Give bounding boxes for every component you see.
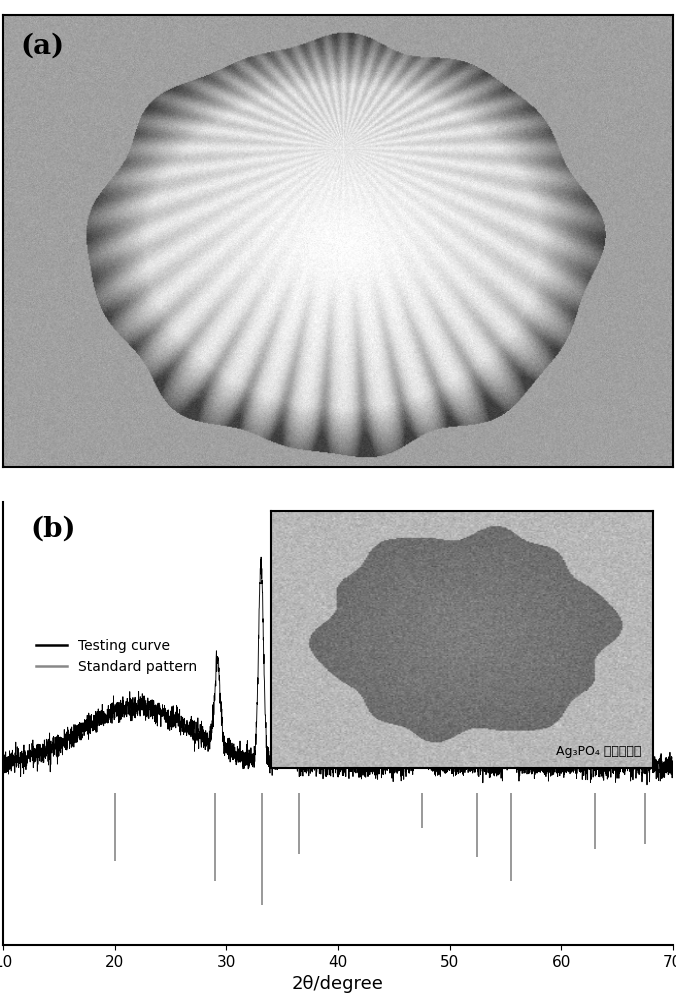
Text: (a): (a) bbox=[20, 33, 64, 60]
Testing curve bbox=[669, 755, 676, 767]
Legend: Testing curve, Standard pattern: Testing curve, Standard pattern bbox=[30, 633, 202, 679]
Testing curve bbox=[0, 751, 7, 763]
Testing curve bbox=[643, 779, 651, 791]
Testing curve bbox=[318, 755, 326, 767]
Text: (b): (b) bbox=[30, 516, 76, 543]
Testing curve bbox=[286, 712, 294, 724]
Testing curve bbox=[615, 772, 623, 784]
Testing curve bbox=[281, 728, 289, 740]
Line: Testing curve: Testing curve bbox=[3, 557, 673, 785]
Testing curve bbox=[485, 755, 493, 767]
X-axis label: 2θ/degree: 2θ/degree bbox=[292, 975, 384, 993]
Testing curve bbox=[648, 762, 656, 774]
Testing curve bbox=[257, 551, 265, 563]
